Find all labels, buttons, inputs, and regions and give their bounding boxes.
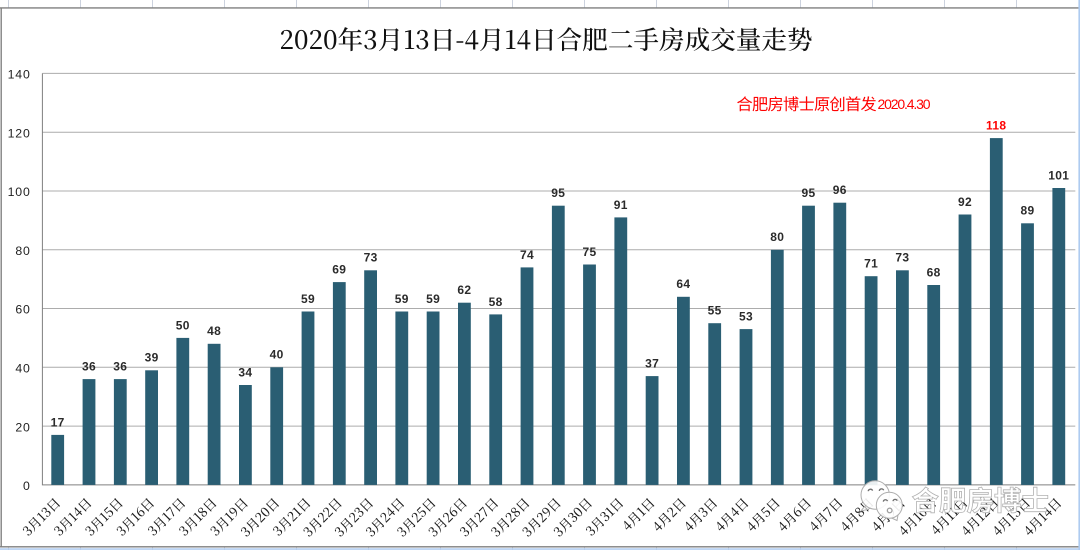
svg-text:20: 20 bbox=[15, 420, 30, 434]
svg-text:73: 73 bbox=[364, 251, 378, 265]
svg-text:37: 37 bbox=[645, 357, 659, 371]
svg-text:140: 140 bbox=[8, 68, 31, 82]
svg-text:75: 75 bbox=[582, 245, 596, 259]
svg-text:36: 36 bbox=[82, 360, 96, 374]
svg-text:17: 17 bbox=[51, 415, 65, 429]
svg-text:60: 60 bbox=[15, 303, 30, 317]
svg-text:59: 59 bbox=[301, 292, 315, 306]
svg-text:100: 100 bbox=[8, 185, 31, 199]
svg-text:64: 64 bbox=[676, 277, 690, 291]
svg-text:39: 39 bbox=[145, 351, 159, 365]
svg-text:74: 74 bbox=[520, 248, 534, 262]
svg-text:62: 62 bbox=[457, 283, 471, 297]
svg-text:96: 96 bbox=[833, 183, 847, 197]
svg-text:95: 95 bbox=[551, 186, 565, 200]
svg-text:40: 40 bbox=[15, 362, 30, 376]
svg-text:34: 34 bbox=[238, 365, 252, 379]
svg-text:40: 40 bbox=[270, 348, 284, 362]
svg-text:59: 59 bbox=[426, 292, 440, 306]
svg-text:55: 55 bbox=[708, 304, 722, 318]
svg-text:71: 71 bbox=[864, 257, 878, 271]
svg-text:101: 101 bbox=[1048, 168, 1069, 182]
svg-text:59: 59 bbox=[395, 292, 409, 306]
svg-text:95: 95 bbox=[801, 186, 815, 200]
svg-text:50: 50 bbox=[176, 318, 190, 332]
svg-text:120: 120 bbox=[8, 126, 31, 140]
svg-text:48: 48 bbox=[207, 324, 221, 338]
svg-text:89: 89 bbox=[1020, 204, 1034, 218]
svg-text:92: 92 bbox=[958, 195, 972, 209]
svg-text:69: 69 bbox=[332, 263, 346, 277]
svg-text:80: 80 bbox=[15, 244, 30, 258]
svg-text:0: 0 bbox=[23, 479, 31, 493]
svg-text:53: 53 bbox=[739, 310, 753, 324]
svg-text:118: 118 bbox=[986, 119, 1006, 133]
svg-text:2020.4.30: 2020.4.30 bbox=[878, 96, 931, 112]
svg-text:68: 68 bbox=[927, 265, 941, 279]
svg-text:36: 36 bbox=[113, 360, 127, 374]
svg-text:80: 80 bbox=[770, 230, 784, 244]
svg-text:73: 73 bbox=[895, 251, 909, 265]
svg-text:58: 58 bbox=[489, 295, 503, 309]
svg-text:91: 91 bbox=[614, 198, 628, 212]
